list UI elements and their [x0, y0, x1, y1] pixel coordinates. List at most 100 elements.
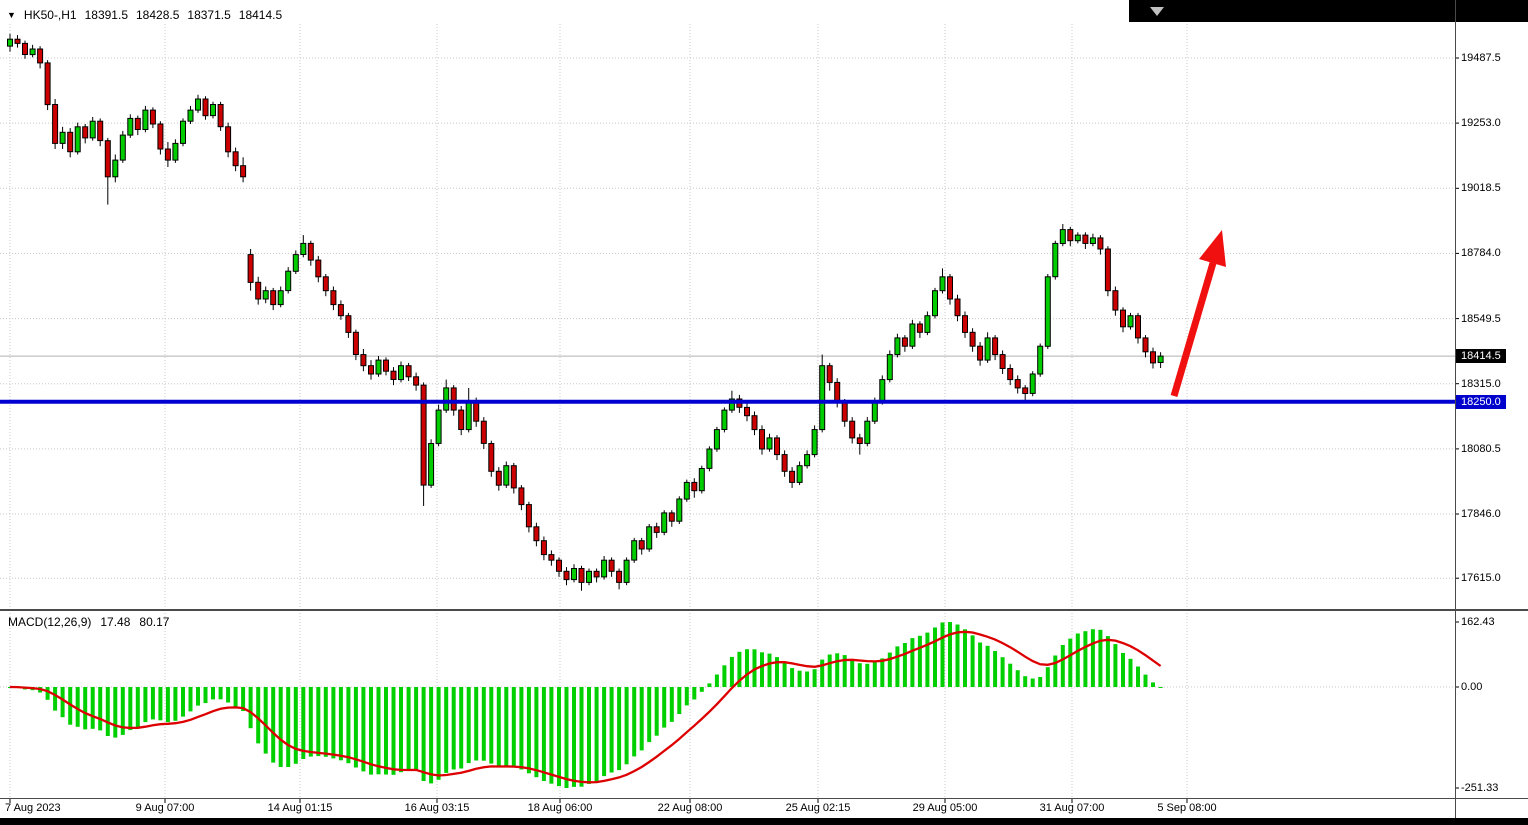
candle	[315, 255, 322, 283]
macd-histogram-bar	[797, 670, 802, 687]
macd-histogram-bar	[541, 687, 546, 781]
candle	[59, 126, 66, 149]
macd-histogram-bar	[579, 687, 584, 787]
macd-histogram-bar	[1105, 636, 1110, 687]
macd-histogram-bar	[760, 652, 764, 687]
candle	[1112, 286, 1119, 316]
support-level-badge[interactable]: 18250.0	[1456, 395, 1506, 409]
candle	[375, 356, 382, 377]
indicator-panel-separator[interactable]	[0, 609, 1528, 611]
candle	[157, 121, 164, 155]
macd-histogram-bar	[940, 622, 945, 687]
macd-histogram-bar	[519, 687, 524, 770]
macd-histogram-bar	[594, 687, 599, 782]
candle	[999, 350, 1006, 374]
candle	[488, 440, 495, 477]
candle	[646, 524, 653, 552]
macd-histogram-bar	[1128, 658, 1133, 687]
top-right-strip	[1129, 0, 1528, 22]
macd-histogram-bar	[647, 687, 652, 743]
candle	[518, 485, 525, 511]
bottom-scrollbar-area[interactable]	[0, 818, 1528, 825]
macd-histogram-bar	[910, 638, 915, 687]
candle	[593, 568, 600, 583]
candle	[713, 426, 720, 452]
macd-main-value: 17.48	[100, 615, 131, 629]
macd-histogram-bar	[880, 658, 885, 687]
candle	[503, 461, 510, 488]
macd-histogram-bar	[173, 687, 178, 721]
macd-histogram-bar	[233, 687, 238, 707]
candle	[217, 101, 224, 131]
macd-histogram-bar	[1023, 676, 1028, 687]
macd-histogram-bar	[970, 635, 975, 687]
price-axis-label: 19018.5	[1461, 182, 1501, 194]
candle	[270, 287, 277, 311]
chart-header: ▼ HK50-,H1 18391.5 18428.5 18371.5 18414…	[7, 8, 282, 22]
candle	[337, 300, 344, 320]
candle	[1037, 343, 1044, 377]
candle	[954, 294, 961, 322]
candle	[428, 439, 435, 488]
macd-histogram-bar	[128, 687, 133, 731]
candle	[74, 122, 81, 155]
macd-histogram-bar	[933, 627, 937, 687]
candle	[894, 333, 901, 358]
candle	[67, 128, 74, 158]
candle	[285, 267, 292, 294]
macd-histogram-bar	[338, 687, 343, 761]
macd-histogram-bar	[135, 687, 140, 728]
candle	[691, 478, 698, 498]
candle	[947, 274, 953, 305]
candle	[112, 154, 119, 183]
macd-histogram-bar	[323, 687, 328, 757]
macd-histogram-bar	[1053, 655, 1058, 687]
symbol-dropdown-icon[interactable]: ▼	[7, 10, 16, 20]
candle	[668, 510, 675, 527]
candle	[901, 335, 908, 352]
candle	[435, 404, 442, 447]
macd-histogram-bar	[722, 665, 727, 687]
macd-histogram-bar	[263, 687, 268, 754]
candle	[977, 342, 984, 366]
candle	[744, 403, 750, 422]
macd-histogram-bar	[399, 687, 403, 773]
macd-axis-label: 162.43	[1461, 616, 1495, 628]
macd-histogram-bar	[376, 687, 381, 775]
trend-arrow-head[interactable]	[1199, 230, 1226, 267]
macd-histogram-bar	[963, 629, 967, 687]
macd-histogram-bar	[955, 624, 960, 687]
macd-histogram-bar	[481, 687, 486, 761]
candle	[774, 435, 780, 461]
time-axis-label: 9 Aug 07:00	[135, 802, 195, 814]
macd-histogram-bar	[150, 687, 155, 720]
price-axis-label: 18080.5	[1461, 443, 1501, 455]
macd-histogram-bar	[53, 687, 58, 711]
macd-histogram-bar	[812, 669, 817, 687]
candle	[345, 312, 352, 338]
candle	[1089, 233, 1096, 247]
candle	[661, 510, 668, 536]
macd-histogram-bar	[1113, 644, 1118, 687]
macd-histogram-bar	[820, 659, 825, 687]
candle	[1082, 232, 1089, 249]
candle	[608, 557, 615, 577]
chart-shift-marker-icon[interactable]	[1150, 7, 1164, 16]
candle	[638, 537, 645, 555]
macd-histogram-bar	[805, 671, 810, 687]
candle	[127, 114, 134, 138]
macd-histogram-bar	[316, 687, 321, 757]
macd-histogram-bar	[60, 687, 65, 718]
time-axis-label: 16 Aug 03:15	[404, 802, 470, 814]
macd-histogram-bar	[241, 687, 246, 711]
candle	[413, 372, 420, 391]
macd-histogram-bar	[391, 687, 396, 775]
candle	[1157, 352, 1164, 368]
trend-arrow-shaft[interactable]	[1170, 262, 1217, 397]
macd-histogram-bar	[572, 687, 576, 787]
price-axis-label: 17846.0	[1461, 508, 1501, 520]
macd-histogram-bar	[925, 632, 930, 687]
candle	[578, 565, 585, 591]
candle	[751, 411, 758, 436]
